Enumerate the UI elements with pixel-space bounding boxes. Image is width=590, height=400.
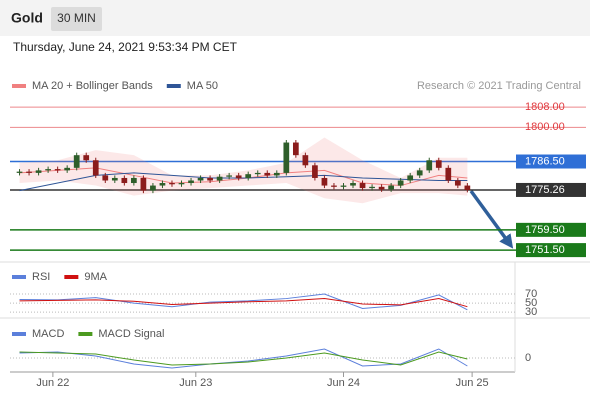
candle-body — [178, 183, 185, 185]
y-tick-label: 50 — [525, 297, 537, 309]
candle-body — [226, 175, 233, 177]
level-box — [516, 182, 586, 197]
candle-body — [321, 177, 328, 186]
candle-body — [350, 183, 356, 186]
candle-body — [188, 180, 194, 184]
title: Gold — [11, 10, 43, 26]
legend-swatch — [12, 275, 26, 279]
series-line — [19, 351, 468, 366]
candle-body — [273, 172, 280, 176]
candle-body — [83, 155, 90, 161]
forecast-arrow — [469, 189, 514, 249]
candle-body — [340, 185, 347, 187]
y-tick-label: 0 — [525, 352, 531, 364]
candle-body — [454, 180, 461, 186]
legend-swatch — [12, 332, 26, 336]
candle-body — [216, 176, 223, 181]
level-box — [516, 154, 586, 169]
x-tick-label: Jun 24 — [327, 377, 360, 389]
candle-body — [312, 165, 318, 178]
level-label: 1800.00 — [525, 121, 565, 133]
legend-label: RSI — [32, 271, 50, 283]
legend-swatch — [64, 275, 79, 279]
candle-body — [331, 185, 337, 187]
candle-body — [121, 177, 128, 184]
timestamp: Thursday, June 24, 2021 9:53:34 PM CET — [13, 40, 238, 54]
legend-label: MA 50 — [187, 80, 218, 92]
candle-body — [378, 186, 385, 190]
x-tick-label: Jun 25 — [456, 377, 489, 389]
candle-body — [45, 169, 51, 171]
series-line — [19, 298, 468, 308]
candle-body — [159, 183, 166, 186]
candle-body — [64, 167, 71, 171]
candle-body — [150, 185, 156, 191]
candle-body — [464, 185, 471, 190]
level-box — [516, 243, 586, 258]
legend-swatch — [166, 84, 181, 88]
candle-body — [283, 142, 290, 173]
legend-swatch — [78, 332, 93, 336]
x-tick-label: Jun 23 — [179, 377, 212, 389]
candle-body — [111, 177, 118, 181]
level-label: 1751.50 — [525, 244, 565, 256]
candle-body — [102, 175, 109, 181]
legend-swatch — [12, 84, 26, 88]
candle-body — [397, 180, 404, 186]
candle-body — [235, 175, 242, 178]
candle-body — [388, 185, 394, 190]
candle-body — [92, 160, 99, 176]
legend-label: 9MA — [84, 271, 107, 283]
candle-body — [359, 183, 366, 189]
candle-body — [407, 175, 414, 181]
level-label: 1759.50 — [525, 224, 565, 236]
legend-label: MA 20 + Bollinger Bands — [32, 80, 153, 92]
candle-body — [197, 177, 204, 181]
legend-label: MACD — [32, 328, 64, 340]
candle-body — [169, 183, 175, 185]
candle-body — [131, 177, 137, 184]
x-tick-label: Jun 22 — [36, 377, 69, 389]
bollinger-band — [19, 137, 468, 204]
candle-body — [54, 169, 61, 171]
interval-badge — [51, 7, 102, 31]
candle-body — [264, 172, 271, 176]
level-box — [516, 222, 586, 237]
candle-body — [26, 171, 32, 173]
candle-body — [16, 171, 23, 173]
interval: 30 MIN — [57, 11, 96, 25]
candle-body — [302, 155, 309, 166]
candle-body — [254, 172, 261, 175]
legend-label: MACD Signal — [98, 328, 164, 340]
level-label: 1775.26 — [525, 184, 565, 196]
y-tick-label: 70 — [525, 288, 537, 300]
series-line — [19, 348, 468, 369]
level-label: 1808.00 — [525, 101, 565, 113]
candle-body — [207, 177, 213, 181]
candle-body — [35, 170, 42, 173]
candle-body — [73, 155, 80, 168]
candle-body — [245, 174, 252, 178]
candle-body — [369, 186, 375, 189]
y-tick-label: 30 — [525, 306, 537, 318]
candle-body — [416, 170, 423, 176]
candle-body — [435, 160, 442, 168]
level-label: 1786.50 — [525, 155, 565, 167]
candle-body — [426, 160, 433, 171]
source: Research © 2021 Trading Central — [417, 80, 581, 92]
candle-body — [140, 177, 147, 191]
candle-body — [292, 142, 299, 156]
candle-body — [445, 167, 452, 181]
